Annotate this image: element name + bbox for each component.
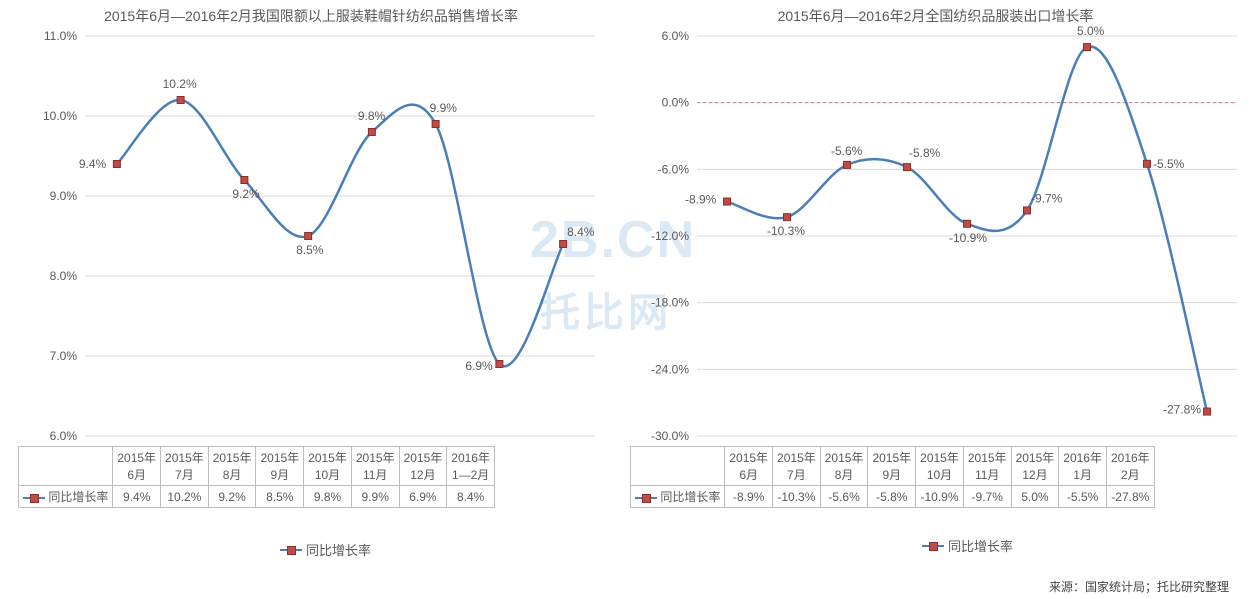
chart-left-legend-label: 同比增长率	[306, 540, 371, 559]
svg-text:-6.0%: -6.0%	[658, 162, 690, 176]
chart-left-svg: 6.0% 7.0% 8.0% 9.0% 10.0% 11.0% 9.4% 10.2% 9.2% 8…	[0, 0, 618, 450]
svg-text:-18.0%: -18.0%	[651, 296, 689, 310]
chart-right-legend-label: 同比增长率	[948, 536, 1013, 555]
svg-text:-5.6%: -5.6%	[831, 144, 863, 158]
svg-text:8.5%: 8.5%	[296, 243, 324, 257]
svg-text:9.0%: 9.0%	[50, 189, 78, 203]
svg-text:6.0%: 6.0%	[662, 29, 690, 43]
charts-row: 2015年6月—2016年2月我国限额以上服装鞋帽针纺织品销售增长率 6.0% 7…	[0, 0, 1249, 570]
svg-text:6.9%: 6.9%	[465, 359, 493, 373]
svg-text:-10.9%: -10.9%	[949, 231, 987, 245]
svg-text:6.0%: 6.0%	[50, 429, 78, 443]
svg-text:8.0%: 8.0%	[50, 269, 78, 283]
svg-text:10.0%: 10.0%	[43, 109, 77, 123]
svg-text:0.0%: 0.0%	[662, 96, 690, 110]
chart-right-svg: -30.0% -24.0% -18.0% -12.0% -6.0% 0.0% 6.0% -8.…	[622, 0, 1249, 450]
svg-text:11.0%: 11.0%	[44, 29, 77, 43]
svg-text:8.4%: 8.4%	[567, 225, 595, 239]
legend-marker-icon	[929, 542, 938, 551]
chart-left-data-table: 2015年6月2015年7月2015年8月2015年9月2015年10月2015…	[18, 446, 495, 508]
chart-right-block: 2015年6月—2016年2月全国纺织品服装出口增长率 -30.0% -24.0%…	[622, 0, 1249, 570]
svg-text:9.8%: 9.8%	[358, 109, 386, 123]
svg-text:9.9%: 9.9%	[430, 101, 458, 115]
chart-right-legend: 同比增长率	[922, 536, 1013, 555]
chart-left-title: 2015年6月—2016年2月我国限额以上服装鞋帽针纺织品销售增长率	[0, 6, 622, 26]
svg-text:-12.0%: -12.0%	[651, 229, 689, 243]
chart-right-title: 2015年6月—2016年2月全国纺织品服装出口增长率	[622, 6, 1249, 26]
svg-text:9.2%: 9.2%	[232, 187, 260, 201]
svg-text:-5.5%: -5.5%	[1153, 157, 1185, 171]
svg-text:10.2%: 10.2%	[163, 77, 197, 91]
svg-text:-30.0%: -30.0%	[651, 429, 689, 443]
svg-text:-5.8%: -5.8%	[909, 146, 941, 160]
chart-left-block: 2015年6月—2016年2月我国限额以上服装鞋帽针纺织品销售增长率 6.0% 7…	[0, 0, 622, 570]
svg-text:9.4%: 9.4%	[79, 157, 107, 171]
svg-text:5.0%: 5.0%	[1077, 24, 1105, 38]
source-line: 来源：国家统计局；托比研究整理	[1049, 578, 1229, 595]
svg-text:-9.7%: -9.7%	[1031, 191, 1063, 205]
legend-marker-icon	[287, 546, 296, 555]
svg-text:-24.0%: -24.0%	[651, 362, 689, 376]
svg-text:-8.9%: -8.9%	[685, 193, 717, 207]
chart-left-legend: 同比增长率	[280, 540, 371, 559]
svg-text:7.0%: 7.0%	[50, 349, 78, 363]
legend-line-icon	[922, 545, 944, 547]
legend-line-icon	[280, 549, 302, 551]
svg-text:-27.8%: -27.8%	[1163, 403, 1201, 417]
chart-right-data-table: 2015年6月2015年7月2015年8月2015年9月2015年10月2015…	[630, 446, 1155, 508]
page-root: { "watermark": { "top": "2B.CN", "bottom…	[0, 0, 1249, 599]
svg-text:-10.3%: -10.3%	[767, 224, 805, 238]
